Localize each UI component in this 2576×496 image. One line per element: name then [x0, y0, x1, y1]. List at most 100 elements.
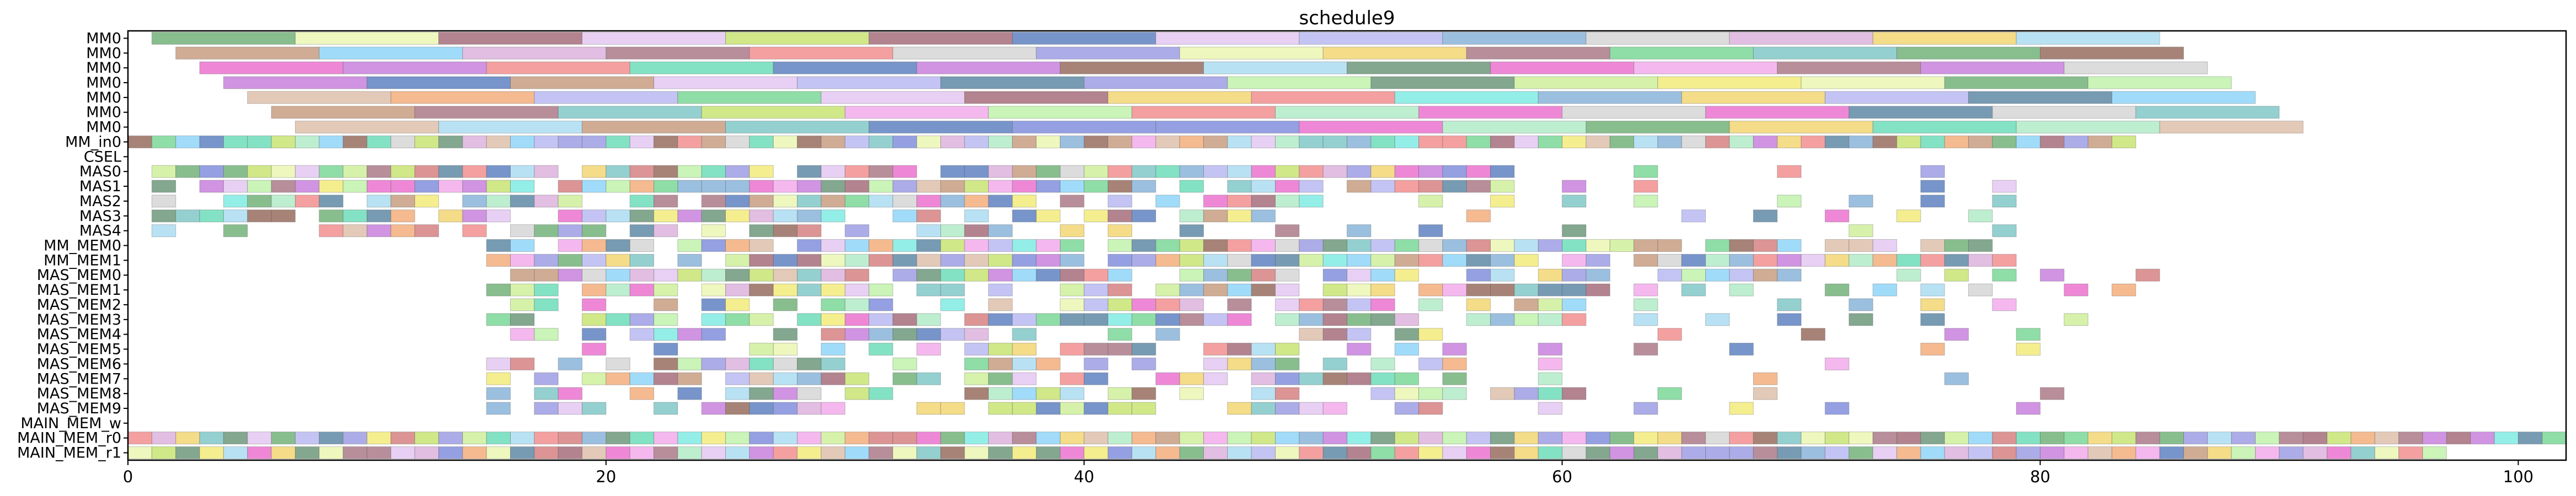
task-bar	[1179, 446, 1204, 460]
task-bar	[725, 402, 750, 415]
task-bar	[1466, 135, 1491, 148]
task-bar	[1012, 135, 1037, 148]
task-bar	[629, 328, 655, 341]
task-bar	[749, 268, 774, 282]
task-bar	[629, 165, 655, 178]
task-bar	[701, 357, 726, 370]
task-bar	[1155, 372, 1180, 385]
task-bar	[1059, 195, 1085, 208]
task-bar	[223, 446, 248, 460]
task-bar	[892, 313, 917, 326]
task-bar	[510, 357, 535, 370]
task-bar	[1992, 446, 2017, 460]
task-bar	[1322, 446, 1348, 460]
task-bar	[844, 313, 870, 326]
task-bar	[294, 135, 320, 148]
task-bar	[1059, 180, 1085, 193]
task-bar	[1992, 195, 2017, 208]
task-bar	[1036, 46, 1180, 60]
task-bar	[1634, 298, 1658, 311]
task-bar	[749, 432, 774, 445]
task-bar	[1059, 313, 1085, 326]
task-bar	[1777, 254, 1802, 267]
task-bar	[821, 446, 845, 460]
task-bar	[701, 106, 845, 119]
task-bar	[988, 343, 1013, 356]
task-bar	[1849, 432, 1873, 445]
task-bar	[1036, 165, 1061, 178]
task-bar	[1896, 209, 1921, 223]
task-bar	[1920, 343, 1945, 356]
task-bar	[462, 180, 487, 193]
task-bar	[964, 180, 989, 193]
task-bar	[462, 165, 487, 178]
task-bar	[725, 432, 750, 445]
task-bar	[1944, 239, 1969, 252]
task-bar	[1394, 387, 1420, 400]
task-bar	[1227, 432, 1252, 445]
task-bar	[175, 446, 200, 460]
task-bar	[1370, 268, 1395, 282]
task-bar	[510, 446, 535, 460]
task-bar	[725, 357, 750, 370]
task-bar	[175, 209, 200, 223]
task-bar	[390, 180, 415, 193]
x-axis-ticks: 0 20 40 60 80 100	[123, 460, 2534, 486]
task-bar	[1538, 91, 1682, 104]
task-bar	[654, 224, 678, 238]
task-bar	[1538, 283, 1563, 296]
task-bar	[199, 209, 224, 223]
task-bar	[1059, 135, 1085, 148]
task-bar	[773, 195, 798, 208]
task-bar	[1036, 268, 1061, 282]
task-bar	[725, 283, 750, 296]
task-bar	[1920, 61, 2065, 74]
task-bar	[1107, 209, 1132, 223]
task-bar	[964, 165, 989, 178]
y-tick-label: MAS_MEM6	[37, 355, 121, 373]
task-bar	[271, 209, 296, 223]
task-bar	[534, 268, 559, 282]
task-bar	[462, 446, 487, 460]
task-bar	[1729, 135, 1754, 148]
task-bar	[1538, 298, 1563, 311]
task-bar	[582, 239, 607, 252]
task-bar	[1466, 298, 1491, 311]
task-bar	[558, 254, 583, 267]
task-bar	[725, 180, 750, 193]
task-bar	[749, 283, 774, 296]
task-bar	[1992, 106, 2136, 119]
task-bar	[510, 224, 535, 238]
task-bar	[1634, 239, 1658, 252]
task-bar	[654, 76, 798, 89]
task-bar	[1490, 254, 1515, 267]
task-bar	[2350, 432, 2375, 445]
task-bar	[1849, 135, 1873, 148]
task-bar	[510, 268, 535, 282]
task-bar	[390, 135, 415, 148]
task-bar	[1347, 432, 1372, 445]
task-bar	[677, 268, 702, 282]
task-bar	[534, 224, 559, 238]
task-bar	[1131, 432, 1156, 445]
task-bar	[844, 446, 870, 460]
task-bar	[1418, 446, 1443, 460]
task-bar	[390, 224, 415, 238]
y-tick-label: MM0	[86, 45, 121, 62]
task-bar	[1824, 209, 1850, 223]
task-bar	[1418, 180, 1443, 193]
task-bar	[1514, 76, 1658, 89]
task-bar	[1681, 268, 1706, 282]
task-bar	[1944, 76, 2088, 89]
task-bar	[797, 76, 941, 89]
task-bar	[294, 121, 439, 134]
task-bar	[797, 432, 822, 445]
task-bar	[1586, 239, 1610, 252]
task-bar	[1347, 283, 1372, 296]
task-bar	[1657, 135, 1682, 148]
task-bar	[725, 195, 750, 208]
task-bar	[1299, 372, 1324, 385]
task-bar	[582, 372, 607, 385]
task-bar	[892, 268, 917, 282]
task-bar	[916, 180, 941, 193]
